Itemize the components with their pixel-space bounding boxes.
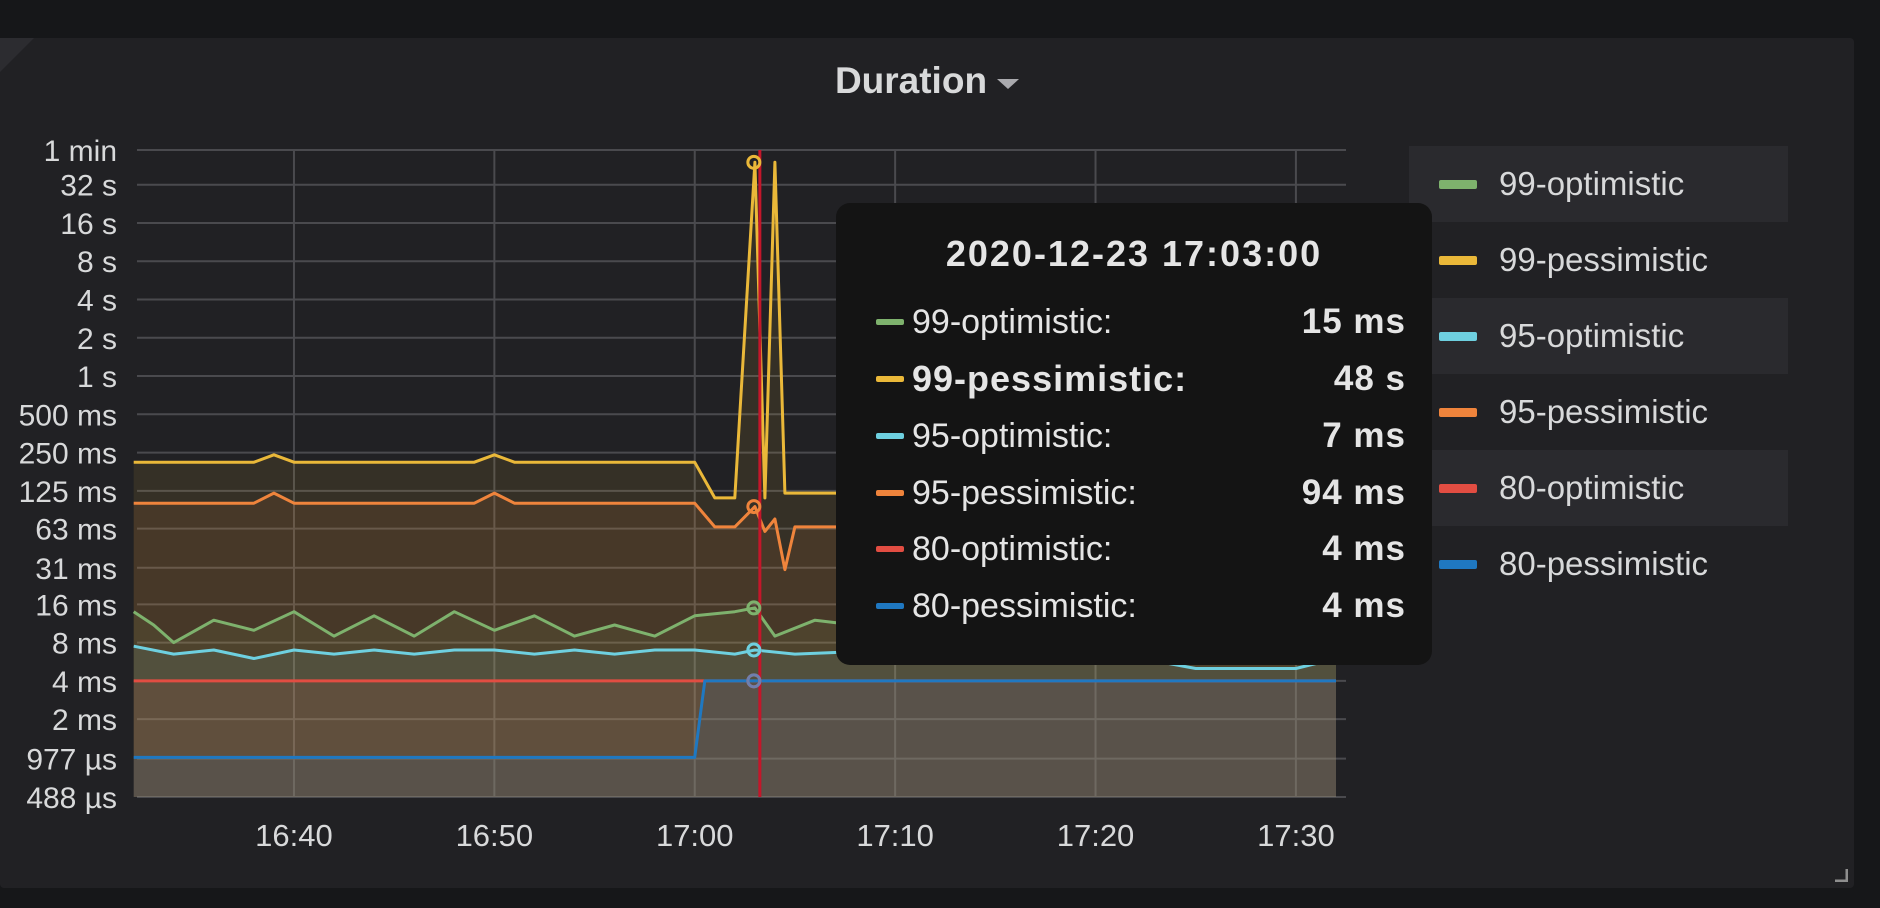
tooltip-series-value: 7 ms	[1322, 416, 1406, 455]
tooltip-row: 80-pessimistic: 4 ms	[876, 581, 1406, 631]
legend-item-80-optimistic[interactable]: 80-optimistic	[1409, 450, 1788, 526]
tooltip-row: 80-optimistic: 4 ms	[876, 524, 1406, 574]
tooltip-row: 99-optimistic: 15 ms	[876, 297, 1406, 347]
series-area	[133, 680, 1337, 797]
tooltip-row: 95-pessimistic: 94 ms	[876, 468, 1406, 518]
tooltip-series-name: 95-pessimistic:	[912, 473, 1137, 512]
tooltip-series-value: 15 ms	[1301, 302, 1406, 341]
tooltip-row: 99-pessimistic: 48 s	[876, 354, 1406, 404]
y-tick-label: 2 ms	[52, 704, 117, 737]
y-tick-label: 4 s	[77, 285, 117, 318]
panel-title: Duration	[834, 60, 988, 101]
series-area	[133, 646, 1337, 797]
hover-point-marker	[746, 673, 762, 689]
tooltip-swatch	[876, 376, 904, 382]
legend-label: 80-optimistic	[1499, 469, 1685, 506]
legend-swatch	[1439, 179, 1477, 189]
tooltip-series-name: 95-optimistic:	[912, 416, 1113, 455]
legend-label: 95-pessimistic	[1499, 393, 1709, 430]
y-tick-label: 977 µs	[26, 744, 117, 777]
panel-corner-marker	[0, 38, 34, 72]
legend-item-80-pessimistic[interactable]: 80-pessimistic	[1409, 526, 1788, 602]
series-area	[133, 680, 1337, 797]
series-line	[133, 679, 1336, 759]
legend-item-95-pessimistic[interactable]: 95-pessimistic	[1409, 374, 1788, 450]
y-tick-label: 16 ms	[35, 589, 117, 622]
tooltip-time: 2020-12-23 17:03:00	[945, 233, 1323, 274]
y-tick-label: 250 ms	[19, 438, 117, 471]
tooltip-swatch	[876, 433, 904, 439]
legend-label: 99-pessimistic	[1499, 241, 1709, 278]
y-tick-label: 1 min	[44, 135, 117, 168]
tooltip-series-value: 94 ms	[1301, 473, 1406, 512]
tooltip-row: 95-optimistic: 7 ms	[876, 411, 1406, 461]
y-tick-label: 8 s	[77, 246, 117, 279]
tooltip-series-name: 80-optimistic:	[912, 529, 1113, 568]
x-tick-label: 17:30	[1257, 818, 1335, 853]
y-tick-label: 8 ms	[52, 628, 117, 661]
x-tick-label: 16:40	[255, 818, 333, 853]
x-tick-label: 17:00	[656, 818, 734, 853]
y-tick-label: 1 s	[77, 361, 117, 394]
panel-title-menu[interactable]: Duration	[0, 58, 1854, 104]
y-tick-label: 63 ms	[35, 514, 117, 547]
legend-swatch	[1439, 331, 1477, 341]
series-line	[133, 160, 1336, 500]
hover-point-marker	[746, 600, 762, 616]
tooltip-series-value: 4 ms	[1322, 529, 1406, 568]
x-tick-label: 16:50	[456, 818, 534, 853]
y-tick-label: 32 s	[60, 170, 117, 203]
tooltip-series-name: 99-pessimistic:	[912, 358, 1188, 399]
x-tick-label: 17:10	[856, 818, 934, 853]
y-tick-label: 4 ms	[52, 666, 117, 699]
tooltip-series-name: 80-pessimistic:	[912, 586, 1137, 625]
hover-tooltip: 2020-12-23 17:03:00 99-optimistic: 15 ms…	[836, 203, 1432, 665]
tooltip-series-name: 99-optimistic:	[912, 302, 1113, 341]
chevron-down-icon	[997, 79, 1020, 89]
legend-swatch	[1439, 255, 1477, 265]
hover-point-marker	[746, 499, 762, 515]
hover-markers	[746, 150, 762, 797]
tooltip-swatch	[876, 319, 904, 325]
legend-label: 99-optimistic	[1499, 165, 1685, 202]
legend: 99-optimistic 99-pessimistic 95-optimist…	[1409, 146, 1788, 602]
resize-handle-icon[interactable]	[1834, 868, 1848, 882]
tooltip-swatch	[876, 490, 904, 496]
tooltip-series-value: 48 s	[1333, 359, 1406, 398]
hover-point-marker	[746, 642, 762, 658]
y-tick-label: 125 ms	[19, 476, 117, 509]
x-tick-label: 17:20	[1057, 818, 1135, 853]
tooltip-swatch	[876, 546, 904, 552]
legend-swatch	[1439, 483, 1477, 493]
grid-lines	[137, 149, 1346, 798]
y-tick-label: 500 ms	[19, 399, 117, 432]
legend-swatch	[1439, 559, 1477, 569]
y-tick-label: 16 s	[60, 208, 117, 241]
legend-item-95-optimistic[interactable]: 95-optimistic	[1409, 298, 1788, 374]
y-tick-label: 488 µs	[26, 782, 117, 815]
legend-label: 95-optimistic	[1499, 317, 1685, 354]
legend-item-99-pessimistic[interactable]: 99-pessimistic	[1409, 222, 1788, 298]
y-tick-label: 2 s	[77, 323, 117, 356]
y-tick-label: 31 ms	[35, 553, 117, 586]
tooltip-swatch	[876, 603, 904, 609]
hover-point-marker	[746, 154, 762, 170]
legend-label: 80-pessimistic	[1499, 545, 1709, 582]
series-line	[133, 491, 1336, 572]
legend-swatch	[1439, 407, 1477, 417]
legend-item-99-optimistic[interactable]: 99-optimistic	[1409, 146, 1788, 222]
tooltip-series-value: 4 ms	[1322, 586, 1406, 625]
